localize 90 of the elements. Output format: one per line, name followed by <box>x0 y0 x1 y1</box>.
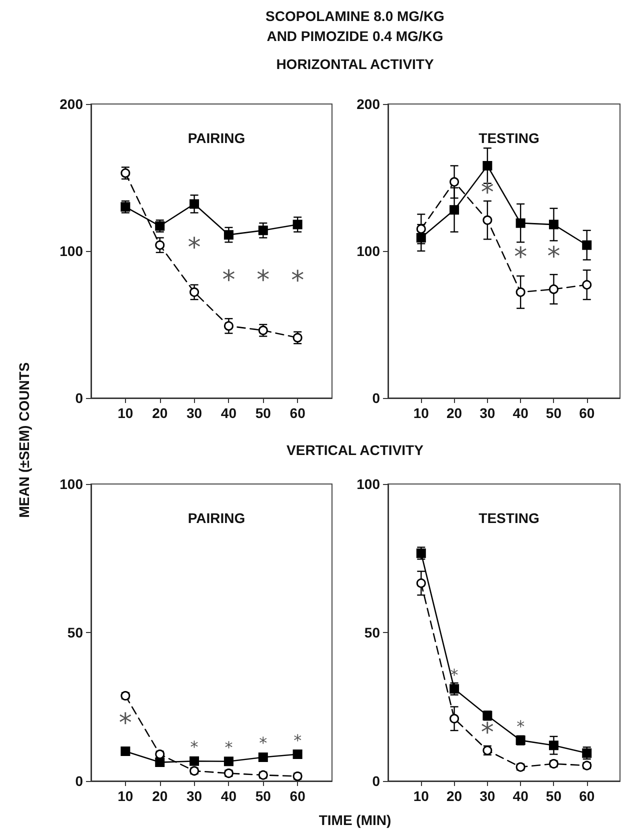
point <box>120 746 130 756</box>
y-tick-label: 200 <box>356 96 380 112</box>
point <box>155 240 165 250</box>
annotation: * <box>294 730 302 750</box>
annotation: * <box>514 242 528 273</box>
y-tick-label: 0 <box>372 390 380 406</box>
y-tick-label: 50 <box>67 624 84 640</box>
x-tick-label: 30 <box>186 405 202 421</box>
annotation: * <box>222 265 236 296</box>
x-tick-label: 40 <box>512 788 529 804</box>
text: AND PIMOZIDE 0.4 MG/KG <box>266 27 444 46</box>
y-tick-label: 0 <box>75 390 84 406</box>
point <box>190 199 200 209</box>
x-tick-label: 60 <box>290 405 306 421</box>
point <box>224 756 234 766</box>
x-tick-label: 60 <box>579 405 595 421</box>
x-axis-title: TIME (MIN) <box>318 812 392 828</box>
text: TESTING <box>478 130 540 146</box>
point <box>582 280 592 290</box>
text: VERTICAL ACTIVITY <box>286 441 424 460</box>
y-tick-label: 100 <box>356 243 380 259</box>
point <box>450 205 460 215</box>
annotation: * <box>256 265 270 296</box>
point <box>258 226 268 236</box>
text: TESTING <box>478 510 540 526</box>
point <box>482 215 492 225</box>
x-tick-label: 40 <box>220 405 237 421</box>
y-tick-label: 100 <box>356 476 380 492</box>
point <box>416 233 426 243</box>
point <box>450 177 460 187</box>
y-tick-label: 50 <box>364 624 380 640</box>
y-axis-title: MEAN (±SEM) COUNTS <box>16 362 32 518</box>
annotation: * <box>480 178 494 208</box>
x-tick-label: 50 <box>255 788 272 804</box>
y-tick-label: 0 <box>372 773 380 789</box>
annotation: * <box>480 718 494 748</box>
point <box>292 750 302 760</box>
annotation: * <box>190 738 198 757</box>
y-tick-label: 200 <box>60 96 84 112</box>
x-tick-label: 20 <box>152 405 168 421</box>
y-tick-label: 0 <box>75 773 84 789</box>
point <box>450 684 460 694</box>
point <box>548 740 558 750</box>
point <box>516 287 526 297</box>
x-tick-label: 10 <box>118 405 134 421</box>
x-tick-label: 10 <box>413 788 430 804</box>
point <box>582 748 592 758</box>
x-tick-label: 40 <box>220 788 237 804</box>
annotation: * <box>259 734 268 753</box>
point <box>548 284 558 294</box>
x-tick-label: 60 <box>579 788 595 804</box>
x-tick-label: 20 <box>446 405 462 421</box>
point <box>416 578 426 588</box>
x-tick-label: 50 <box>546 788 562 804</box>
text: HORIZONTAL ACTIVITY <box>275 55 435 74</box>
point <box>258 752 268 762</box>
x-tick-label: 10 <box>413 405 430 421</box>
point <box>548 220 558 230</box>
point <box>292 220 302 230</box>
x-tick-label: 20 <box>446 788 462 804</box>
annotation: * <box>516 716 525 736</box>
point <box>190 287 200 297</box>
text: PAIRING <box>188 510 246 526</box>
x-tick-label: 30 <box>186 788 202 804</box>
annotation: * <box>291 266 304 296</box>
x-tick-label: 20 <box>152 788 168 804</box>
point <box>516 218 526 228</box>
y-tick-label: 100 <box>60 476 84 492</box>
point <box>224 230 234 240</box>
text: PAIRING <box>188 130 246 146</box>
text: SCOPOLAMINE 8.0 MG/KG <box>264 7 446 26</box>
point <box>416 224 426 234</box>
annotation: * <box>224 738 233 757</box>
point <box>190 756 200 766</box>
x-tick-label: 60 <box>290 788 306 804</box>
annotation: * <box>547 242 560 272</box>
point <box>482 160 492 170</box>
annotation: * <box>118 708 132 739</box>
x-tick-label: 10 <box>118 788 134 804</box>
y-tick-label: 100 <box>60 243 84 259</box>
x-tick-label: 50 <box>546 405 562 421</box>
point <box>155 758 165 768</box>
x-tick-label: 30 <box>480 788 496 804</box>
annotation: * <box>188 233 201 264</box>
point <box>224 321 234 331</box>
x-tick-label: 50 <box>255 405 272 421</box>
x-tick-label: 40 <box>512 405 529 421</box>
point <box>450 714 460 724</box>
x-tick-label: 30 <box>480 405 496 421</box>
point <box>582 240 592 250</box>
